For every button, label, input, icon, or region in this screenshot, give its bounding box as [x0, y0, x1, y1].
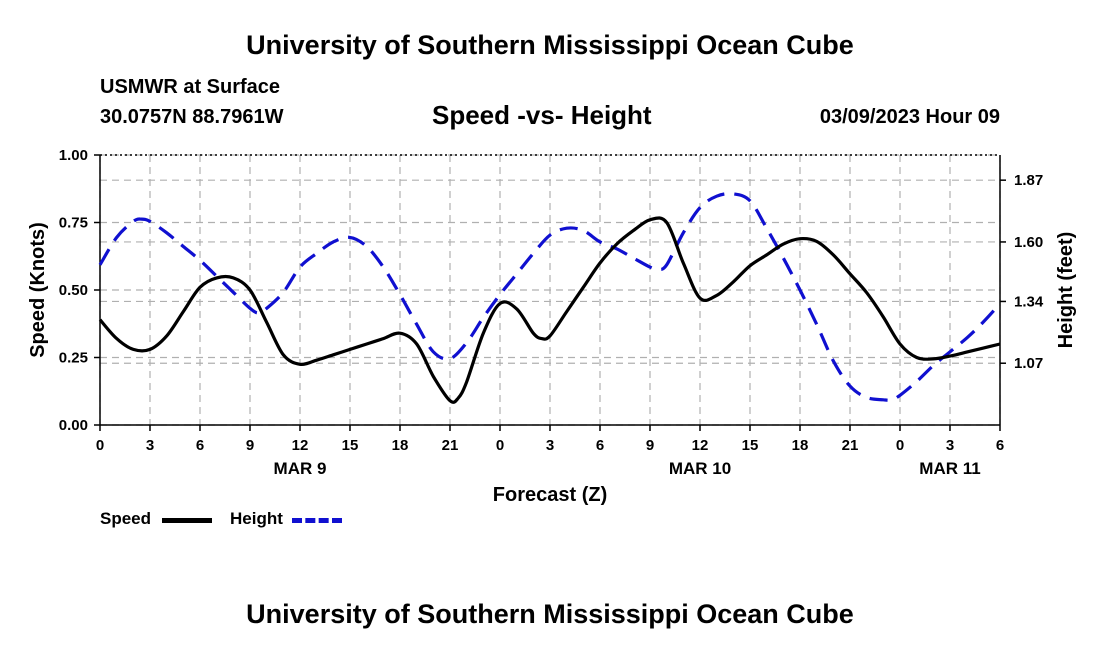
y-tick-label: 0.50	[59, 282, 88, 299]
x-tick-label: 18	[392, 437, 409, 454]
x-date-label: MAR 9	[274, 459, 327, 478]
x-tick-label: 9	[646, 437, 654, 454]
forecast-date: 03/09/2023 Hour 09	[819, 106, 1000, 128]
x-tick-label: 6	[196, 437, 204, 454]
x-tick-label: 3	[546, 437, 554, 454]
speed-series-line	[98, 216, 1001, 404]
legend-speed-swatch	[162, 518, 212, 523]
x-tick-label: 18	[792, 437, 809, 454]
x-tick-label: 3	[946, 437, 954, 454]
x-axis-title: Forecast (Z)	[493, 484, 607, 506]
x-tick-label: 21	[442, 437, 459, 454]
x-tick-label: 15	[742, 437, 759, 454]
chart-title: Speed -vs- Height	[432, 100, 652, 130]
y2-tick-label: 1.87	[1014, 172, 1043, 189]
x-date-label: MAR 11	[919, 459, 980, 478]
x-tick-label: 3	[146, 437, 154, 454]
y-axis-title: Speed (Knots)	[27, 222, 49, 358]
legend-height-label: Height	[230, 509, 283, 528]
y-tick-label: 0.25	[59, 350, 88, 367]
y2-axis-title: Height (feet)	[1055, 232, 1077, 349]
x-date-label: MAR 10	[669, 459, 731, 478]
x-tick-label: 12	[692, 437, 709, 454]
x-tick-label: 6	[996, 437, 1004, 454]
x-tick-label: 0	[896, 437, 904, 454]
y-tick-label: 0.00	[59, 417, 88, 434]
height-series-line	[98, 191, 1002, 402]
x-tick-label: 9	[246, 437, 254, 454]
x-tick-label: 21	[842, 437, 859, 454]
y-tick-label: 1.00	[59, 147, 88, 164]
x-tick-label: 6	[596, 437, 604, 454]
page-title: University of Southern Mississippi Ocean…	[246, 30, 854, 60]
legend-height-swatch	[292, 518, 342, 523]
x-tick-label: 12	[292, 437, 309, 454]
y2-tick-label: 1.07	[1014, 355, 1043, 372]
y-tick-label: 0.75	[59, 215, 88, 232]
y2-tick-label: 1.60	[1014, 234, 1043, 251]
footer-title: University of Southern Mississippi Ocean…	[246, 599, 854, 629]
station-label: USMWR at Surface	[100, 76, 281, 98]
legend-speed-label: Speed	[100, 509, 152, 528]
x-tick-label: 0	[496, 437, 504, 454]
station-coordinates: 30.0757N 88.7961W	[100, 106, 284, 128]
x-tick-label: 15	[342, 437, 359, 454]
y2-tick-label: 1.34	[1014, 293, 1044, 310]
x-tick-label: 0	[96, 437, 104, 454]
